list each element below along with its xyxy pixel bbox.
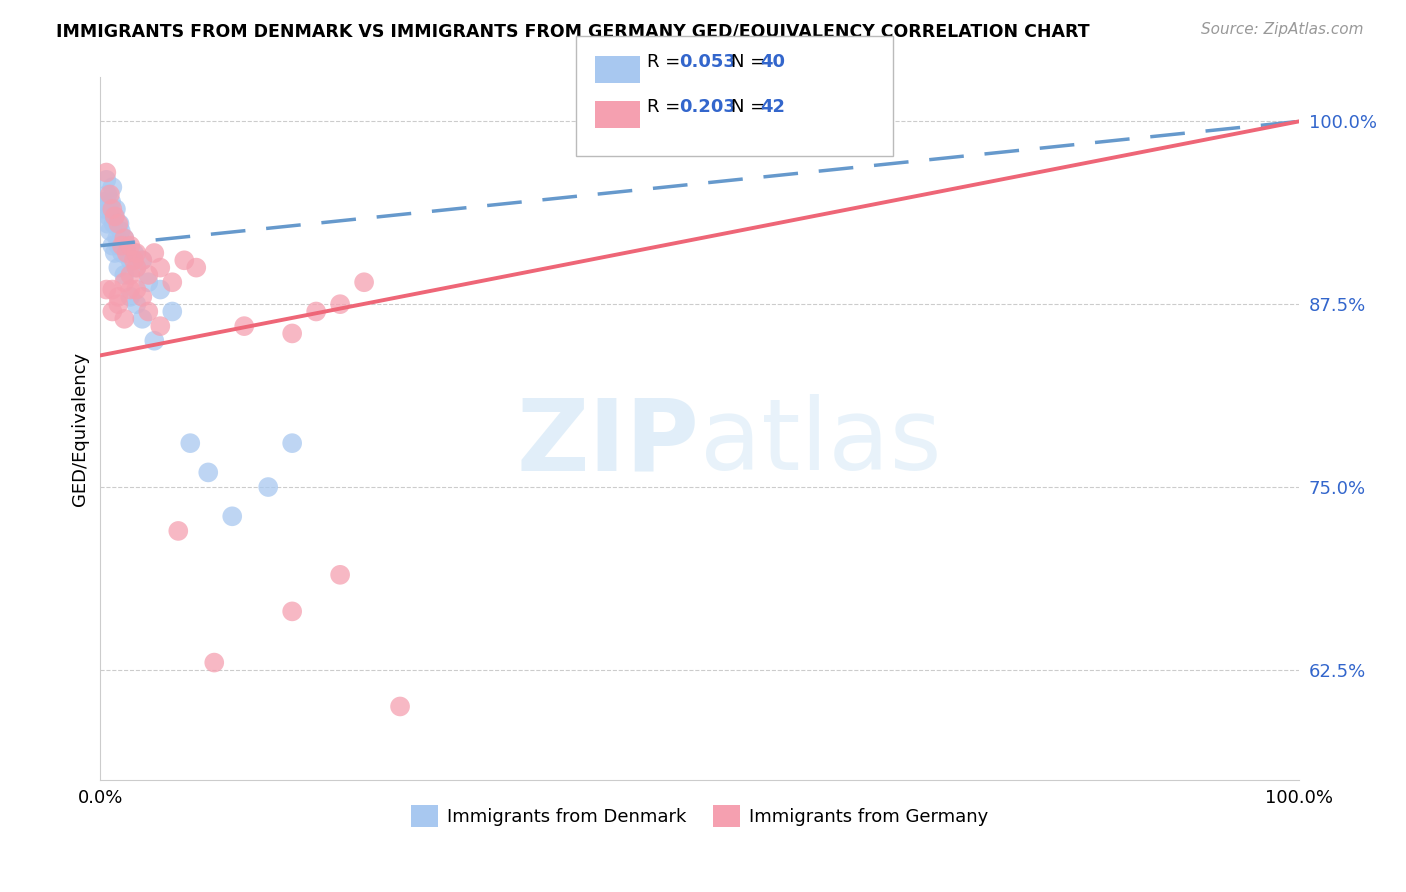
Text: 42: 42 xyxy=(761,97,786,115)
Point xyxy=(143,246,166,260)
Point xyxy=(136,268,159,282)
Point xyxy=(103,217,125,231)
Point xyxy=(107,260,129,275)
Point xyxy=(305,304,328,318)
Point xyxy=(125,260,148,275)
Point xyxy=(115,238,138,252)
Point xyxy=(221,509,243,524)
Point xyxy=(104,210,127,224)
Point xyxy=(112,311,135,326)
Point xyxy=(122,253,145,268)
Point xyxy=(162,275,184,289)
Point xyxy=(108,217,131,231)
Point xyxy=(94,202,117,216)
Legend: Immigrants from Denmark, Immigrants from Germany: Immigrants from Denmark, Immigrants from… xyxy=(404,797,995,834)
Point xyxy=(329,297,352,311)
Point xyxy=(111,238,134,252)
Point xyxy=(122,246,145,260)
Point xyxy=(98,224,121,238)
Point xyxy=(131,253,153,268)
Point xyxy=(136,304,159,318)
Point xyxy=(96,283,118,297)
Point xyxy=(125,283,148,297)
Point xyxy=(101,283,124,297)
Point xyxy=(96,165,118,179)
Point xyxy=(149,319,172,334)
Point xyxy=(136,275,159,289)
Point xyxy=(149,283,172,297)
Point xyxy=(131,253,153,268)
Text: N =: N = xyxy=(731,53,770,70)
Point xyxy=(353,275,375,289)
Point xyxy=(96,173,118,187)
Point xyxy=(105,231,128,245)
Point xyxy=(131,290,153,304)
Point xyxy=(202,656,225,670)
Point xyxy=(101,304,124,318)
Point xyxy=(281,436,304,450)
Point xyxy=(104,246,127,260)
Point xyxy=(97,210,120,224)
Point xyxy=(162,304,184,318)
Point xyxy=(120,238,142,252)
Text: R =: R = xyxy=(647,97,686,115)
Point xyxy=(131,311,153,326)
Point xyxy=(107,217,129,231)
Point xyxy=(93,194,115,209)
Y-axis label: GED/Equivalency: GED/Equivalency xyxy=(72,351,89,506)
Point xyxy=(281,326,304,341)
Text: N =: N = xyxy=(731,97,770,115)
Point xyxy=(186,260,208,275)
Text: atlas: atlas xyxy=(700,394,942,491)
Text: Source: ZipAtlas.com: Source: ZipAtlas.com xyxy=(1201,22,1364,37)
Point xyxy=(281,604,304,618)
Point xyxy=(112,231,135,245)
Point xyxy=(125,246,148,260)
Text: 0.203: 0.203 xyxy=(679,97,735,115)
Point xyxy=(98,187,121,202)
Point xyxy=(110,224,132,238)
Point xyxy=(389,699,412,714)
Point xyxy=(329,567,352,582)
Point xyxy=(104,210,127,224)
Point xyxy=(125,297,148,311)
Point xyxy=(233,319,256,334)
Text: IMMIGRANTS FROM DENMARK VS IMMIGRANTS FROM GERMANY GED/EQUIVALENCY CORRELATION C: IMMIGRANTS FROM DENMARK VS IMMIGRANTS FR… xyxy=(56,22,1090,40)
Text: R =: R = xyxy=(647,53,686,70)
Point xyxy=(112,231,135,245)
Point xyxy=(167,524,190,538)
Point xyxy=(96,217,118,231)
Point xyxy=(143,334,166,348)
Point xyxy=(112,275,135,289)
Point xyxy=(125,260,148,275)
Point xyxy=(120,268,142,282)
Text: 40: 40 xyxy=(761,53,786,70)
Text: ZIP: ZIP xyxy=(517,394,700,491)
Point xyxy=(179,436,201,450)
Point xyxy=(107,290,129,304)
Point xyxy=(149,260,172,275)
Point xyxy=(107,297,129,311)
Point xyxy=(120,290,142,304)
Point xyxy=(98,202,121,216)
Point xyxy=(100,194,122,209)
Point xyxy=(112,268,135,282)
Point xyxy=(96,187,118,202)
Point xyxy=(107,238,129,252)
Point xyxy=(120,253,142,268)
Point xyxy=(101,180,124,194)
Point xyxy=(115,246,138,260)
Point xyxy=(120,283,142,297)
Point xyxy=(101,202,124,216)
Point xyxy=(257,480,280,494)
Point xyxy=(104,202,127,216)
Point xyxy=(173,253,195,268)
Point xyxy=(111,246,134,260)
Text: 0.053: 0.053 xyxy=(679,53,735,70)
Point xyxy=(101,238,124,252)
Point xyxy=(197,466,219,480)
